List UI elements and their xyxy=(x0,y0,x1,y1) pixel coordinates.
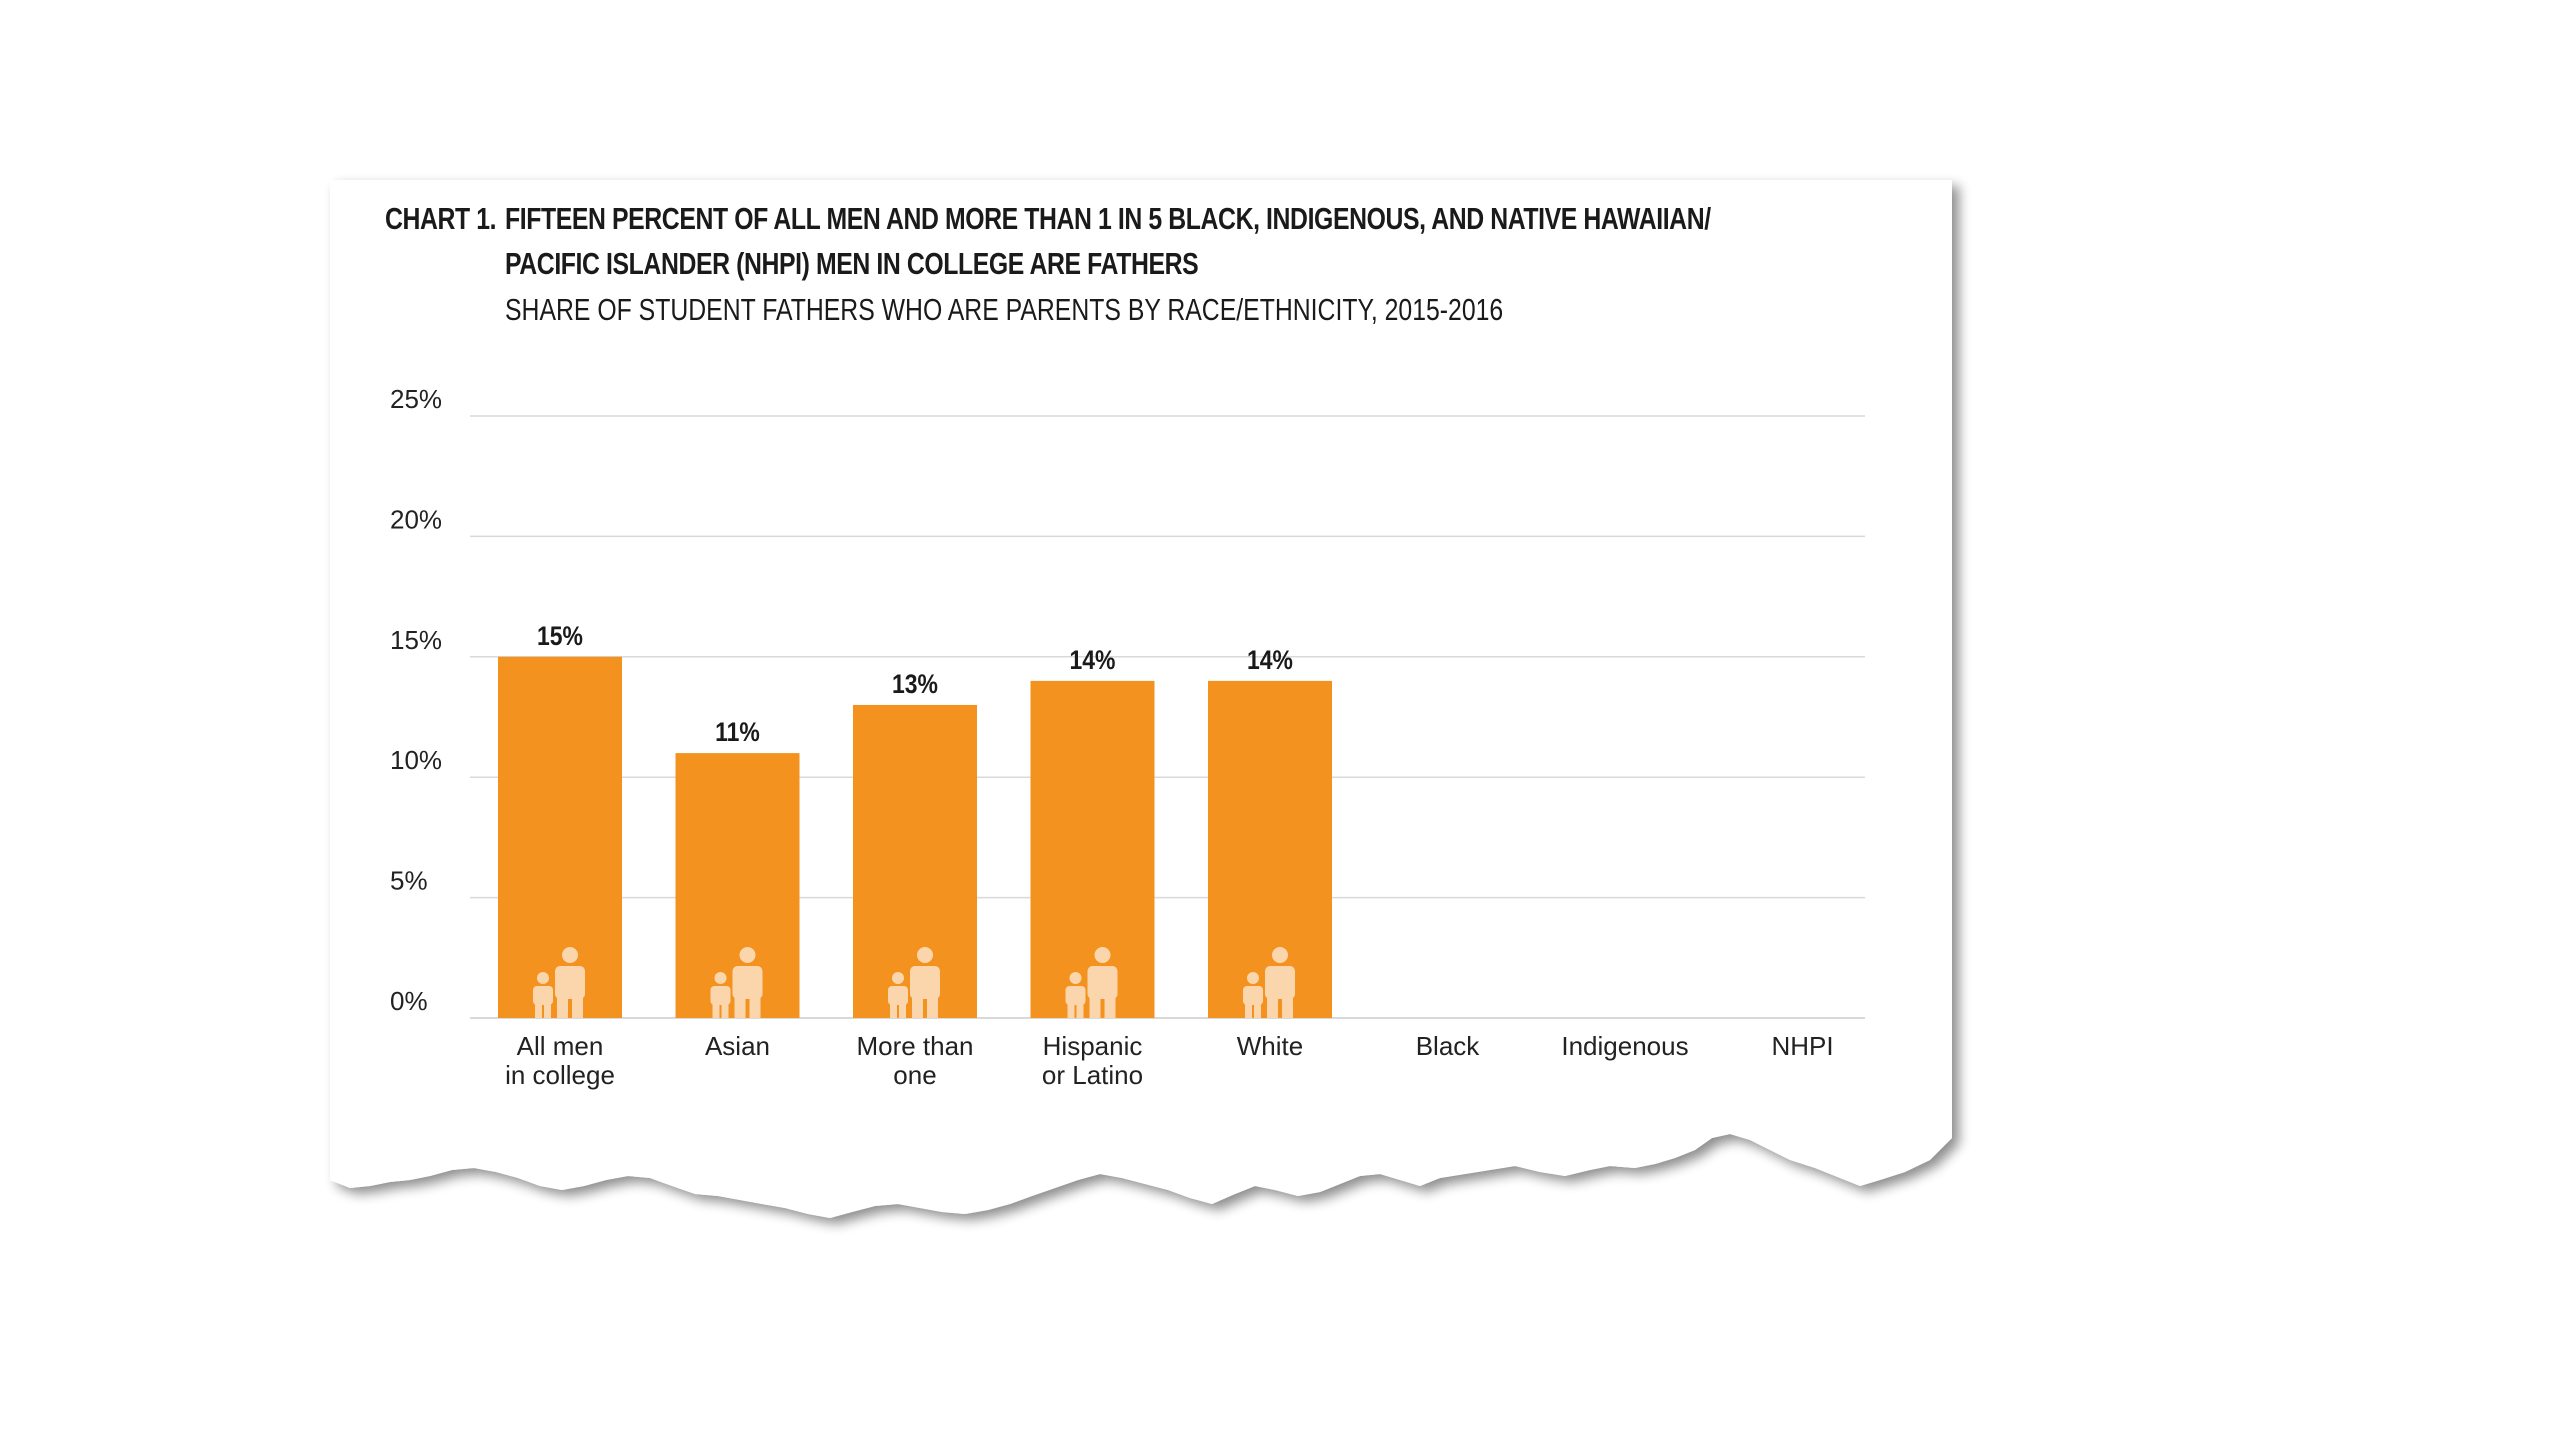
x-category-label: All men xyxy=(517,1031,604,1061)
x-category-label: Hispanic xyxy=(1043,1031,1143,1061)
x-category-label: NHPI xyxy=(1771,1031,1833,1061)
parent-child-icon xyxy=(533,947,585,1018)
data-label: 14% xyxy=(1247,645,1293,675)
x-category-label: or Latino xyxy=(1042,1060,1143,1090)
data-label: 11% xyxy=(715,717,760,747)
y-tick-label: 5% xyxy=(390,866,428,896)
x-category-label: More than xyxy=(856,1031,973,1061)
bar xyxy=(498,656,622,1018)
y-tick-label: 10% xyxy=(390,745,442,775)
parent-child-icon xyxy=(888,947,940,1018)
data-label: 14% xyxy=(1070,645,1116,675)
y-tick-label: 0% xyxy=(390,986,428,1016)
chart-title-line-1: FIFTEEN PERCENT OF ALL MEN AND MORE THAN… xyxy=(505,201,1711,236)
bar xyxy=(1208,680,1332,1018)
parent-child-icon xyxy=(1065,947,1118,1018)
x-category-label: Black xyxy=(1416,1031,1481,1061)
bar xyxy=(1030,680,1155,1018)
data-label: 13% xyxy=(892,669,938,699)
parent-child-icon xyxy=(1243,947,1295,1018)
y-tick-label: 15% xyxy=(390,625,442,655)
data-label: 15% xyxy=(537,621,583,651)
x-category-label: one xyxy=(893,1060,936,1090)
x-category-label: in college xyxy=(505,1060,615,1090)
x-category-label: Indigenous xyxy=(1561,1031,1688,1061)
parent-child-icon xyxy=(710,947,763,1018)
chart-subtitle: SHARE OF STUDENT FATHERS WHO ARE PARENTS… xyxy=(505,292,1504,327)
chart-number: CHART 1. xyxy=(385,201,497,236)
y-tick-label: 25% xyxy=(390,384,442,414)
chart-title-line-2: PACIFIC ISLANDER (NHPI) MEN IN COLLEGE A… xyxy=(505,246,1199,281)
x-category-label: White xyxy=(1237,1031,1303,1061)
y-tick-label: 20% xyxy=(390,504,442,534)
x-category-label: Asian xyxy=(705,1031,770,1061)
bar xyxy=(853,704,977,1018)
